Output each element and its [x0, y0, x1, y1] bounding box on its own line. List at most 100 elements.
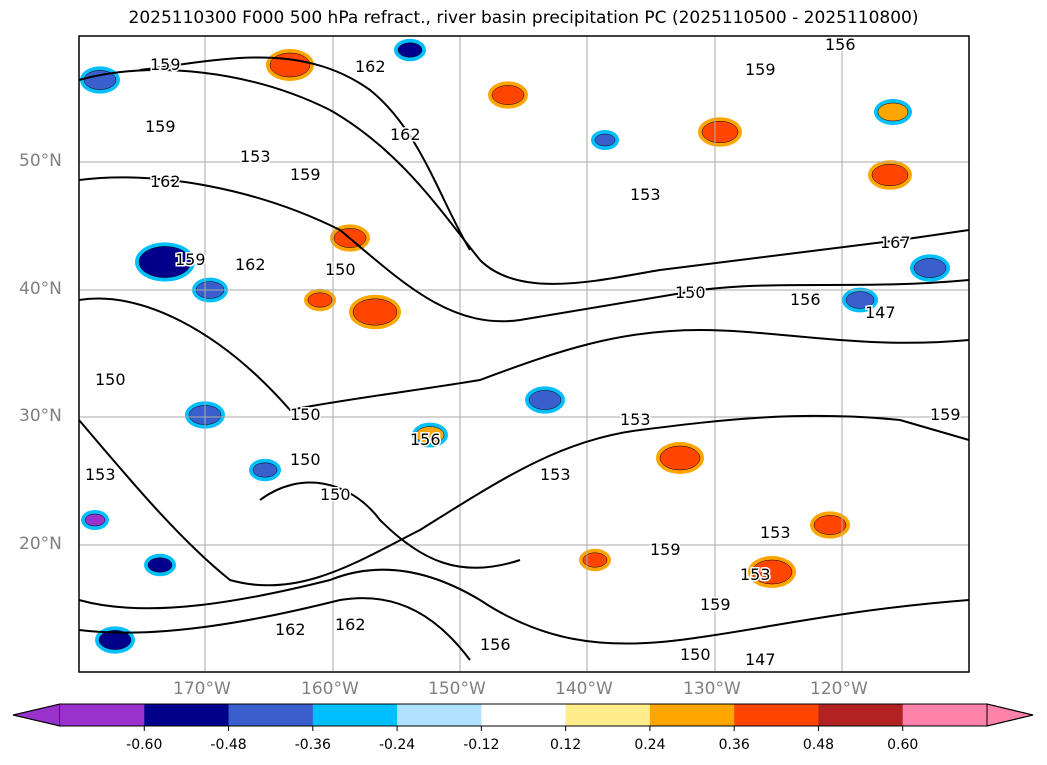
contour-label: 162 — [150, 172, 181, 191]
colorbar-segment — [818, 704, 904, 726]
precip-blob — [84, 513, 106, 527]
precip-blob — [83, 70, 117, 90]
contour-label: 156 — [480, 635, 511, 654]
contour-label: 153 — [240, 147, 271, 166]
colorbar-segment — [397, 704, 482, 726]
colorbar-tick-label: 0.60 — [887, 737, 919, 753]
colorbar-tick-label: -0.36 — [294, 737, 331, 753]
contour-label: 159 — [930, 405, 961, 424]
contour-label: 150 — [675, 283, 706, 302]
colorbar-tick-label: -0.24 — [378, 737, 416, 753]
colorbar-tick-label: 0.12 — [550, 737, 582, 753]
contour-label: 150 — [320, 485, 351, 504]
colorbar-segment — [228, 704, 314, 726]
precip-blob — [491, 85, 525, 105]
contour-labels: 159 162 159 156 159 153 159 162 162 153 167 159 162 1… — [84, 34, 963, 671]
height-contours — [78, 56, 970, 661]
colorbar-tick-label: 0.24 — [634, 737, 666, 753]
lon-label: 170°W — [173, 679, 231, 699]
contour-label: 147 — [745, 650, 776, 669]
lon-label: 140°W — [555, 679, 613, 699]
lon-label: 120°W — [810, 679, 868, 699]
precip-blob — [528, 390, 562, 410]
contour-label: 153 — [620, 410, 651, 429]
colorbar-tick-label: -0.48 — [210, 737, 247, 753]
precip-blob — [138, 246, 192, 278]
contour-label: 150 — [290, 405, 321, 424]
contour-label: 156 — [410, 430, 441, 449]
colorbar-segment — [902, 704, 988, 726]
map-frame — [78, 35, 970, 673]
contour-label: 156 — [790, 290, 821, 309]
colorbar-segment — [481, 704, 567, 726]
contour-label: 153 — [85, 465, 116, 484]
contour-label: 150 — [95, 370, 126, 389]
colorbar-tick-label: -0.60 — [126, 737, 163, 753]
precip-blob — [269, 52, 311, 78]
lon-label: 150°W — [428, 679, 486, 699]
colorbar-extend-high — [986, 703, 1034, 727]
contour-label: 162 — [335, 615, 366, 634]
contour-label: 162 — [235, 255, 266, 274]
precip-blob — [352, 298, 398, 326]
precip-blob — [594, 133, 616, 147]
precip-blob — [701, 120, 739, 144]
contour-label: 150 — [325, 260, 356, 279]
colorbar-extend-low — [12, 703, 61, 727]
colorbar-segment — [649, 704, 735, 726]
contour-label: 159 — [700, 595, 731, 614]
precip-blob — [307, 292, 333, 308]
precip-blob — [415, 426, 445, 444]
precip-anomaly-fills — [80, 38, 950, 654]
contour-label: 159 — [145, 117, 176, 136]
colorbar-tick-label: 0.36 — [718, 737, 750, 753]
lon-label: 160°W — [301, 679, 359, 699]
colorbar-segment — [144, 704, 230, 726]
precip-blob — [98, 630, 132, 650]
lat-label: 30°N — [19, 406, 62, 426]
precip-blob — [913, 258, 947, 278]
lat-label: 50°N — [19, 151, 62, 171]
contour-label: 153 — [740, 565, 771, 584]
precip-blob — [845, 291, 875, 309]
lat-label: 40°N — [19, 279, 62, 299]
precip-blob — [147, 557, 173, 573]
precip-blob — [877, 102, 909, 122]
colorbar-tick-label: -0.12 — [463, 737, 500, 753]
contour-label: 150 — [680, 645, 711, 664]
precip-blob — [659, 445, 701, 471]
contour-label: 159 — [290, 165, 321, 184]
contour-label: 159 — [650, 540, 681, 559]
gridlines — [79, 36, 969, 672]
contour-label: 167 — [880, 233, 911, 252]
colorbar-segment — [60, 704, 145, 726]
contour-label: 159 — [175, 250, 206, 269]
contour-label: 162 — [275, 620, 306, 639]
contour-label: 159 — [150, 55, 181, 74]
contour-label: 150 — [290, 450, 321, 469]
precip-blob — [397, 42, 423, 58]
colorbar-segment — [312, 704, 398, 726]
precip-blob — [871, 163, 909, 187]
colorbar-segment — [734, 704, 819, 726]
contour-label: 153 — [760, 523, 791, 542]
contour-label: 153 — [630, 185, 661, 204]
contour-label: 159 — [745, 60, 776, 79]
precip-blob — [252, 462, 278, 478]
contour-label: 153 — [540, 465, 571, 484]
precip-blob — [813, 515, 847, 535]
contour-label: 162 — [355, 57, 386, 76]
contour-label: 156 — [825, 35, 856, 54]
contour-label: 147 — [865, 303, 896, 322]
colorbar-tick-label: 0.48 — [802, 737, 835, 753]
precip-blob — [582, 552, 608, 568]
colorbar-segment — [565, 704, 651, 726]
colorbar — [12, 703, 1034, 731]
precip-blob — [751, 559, 793, 585]
plot-title: 2025110300 F000 500 hPa refract., river … — [128, 8, 919, 28]
colorbar-outline — [12, 703, 1034, 727]
lat-label: 20°N — [19, 534, 62, 554]
lon-label: 130°W — [683, 679, 741, 699]
contour-label: 162 — [390, 125, 421, 144]
